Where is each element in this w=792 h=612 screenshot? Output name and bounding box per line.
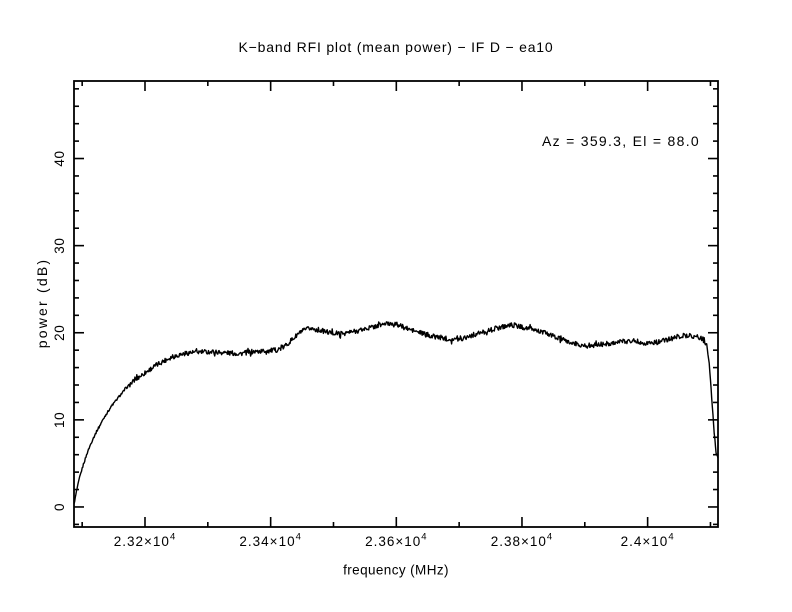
data-curve (73, 321, 719, 504)
axis-ticks (74, 81, 718, 527)
x-tick-label: 2.34×104 (239, 532, 301, 550)
y-tick-label: 0 (52, 503, 67, 511)
y-tick-labels: 0 10 20 30 40 (52, 150, 67, 511)
y-tick-label: 30 (52, 238, 67, 254)
x-tick-label: 2.4×104 (621, 532, 675, 550)
y-axis-title: power (dB) (34, 257, 50, 349)
x-tick-label: 2.36×104 (365, 532, 427, 550)
y-tick-label: 20 (52, 325, 67, 341)
pointing-annotation: Az = 359.3, El = 88.0 (541, 133, 700, 149)
chart-title: K−band RFI plot (mean power) − IF D − ea… (238, 39, 554, 55)
y-tick-label: 40 (52, 150, 67, 166)
x-tick-label: 2.32×104 (114, 532, 176, 550)
x-axis-title: frequency (MHz) (343, 562, 449, 578)
x-tick-labels: 2.32×104 2.34×104 2.36×104 2.38×104 2.4×104 (114, 532, 675, 550)
x-tick-label: 2.38×104 (491, 532, 553, 550)
y-tick-label: 10 (52, 412, 67, 428)
